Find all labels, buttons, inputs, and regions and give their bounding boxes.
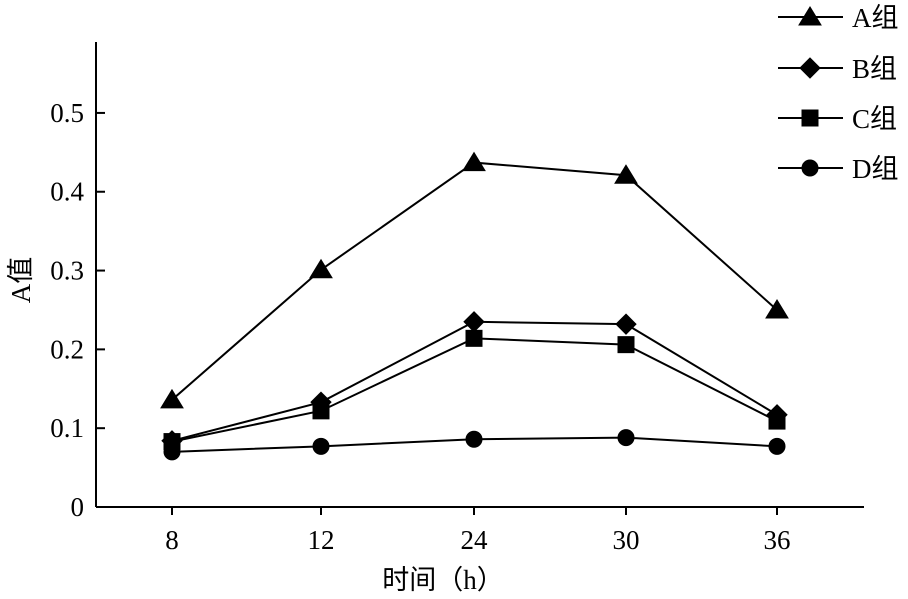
x-tick-label: 24: [461, 525, 489, 555]
data-point: [160, 388, 184, 409]
legend-marker: [798, 6, 822, 26]
data-point: [765, 299, 789, 319]
y-ticks: 0 0.1 0.2 0.3 0.4 0.5: [50, 98, 105, 522]
legend-item: B组: [778, 54, 897, 84]
series-line: [171, 337, 778, 443]
data-point: [768, 437, 786, 455]
data-point: [768, 412, 786, 430]
legend-label: A组: [852, 3, 899, 33]
data-point: [465, 430, 483, 448]
legend-label: B组: [852, 54, 897, 84]
data-point: [617, 336, 635, 354]
y-tick-label: 0.5: [50, 98, 84, 128]
legend-label: D组: [852, 154, 899, 184]
data-point: [614, 164, 638, 184]
axes: [95, 42, 864, 508]
series-triangle: [160, 151, 789, 409]
legend-marker: [801, 159, 819, 177]
x-tick-label: 8: [165, 525, 179, 555]
legend-item: C组: [778, 104, 897, 134]
legend-marker: [801, 109, 819, 127]
data-point: [465, 329, 483, 347]
legend-label: C组: [852, 104, 897, 134]
y-tick-label: 0.4: [50, 177, 84, 207]
x-axis-label: 时间（h）: [382, 565, 504, 595]
data-point: [462, 151, 486, 172]
legend-marker: [799, 57, 821, 79]
data-point: [309, 258, 333, 279]
x-tick-label: 12: [308, 525, 335, 555]
data-point: [312, 402, 330, 420]
x-tick-label: 30: [613, 525, 640, 555]
y-tick-label: 0.2: [50, 334, 84, 364]
data-point: [463, 311, 485, 333]
y-tick-label: 0: [71, 492, 85, 522]
y-tick-label: 0.1: [50, 413, 84, 443]
series-line: [171, 161, 778, 401]
x-ticks: 8 12 24 30 36: [165, 507, 791, 555]
x-tick-label: 36: [764, 525, 791, 555]
series-circle: [163, 429, 786, 461]
legend: A组 B组 C组 D组: [778, 3, 899, 184]
y-axis-label: A值: [6, 257, 36, 304]
data-point: [163, 443, 181, 461]
data-point: [617, 429, 635, 447]
y-tick-label: 0.3: [50, 256, 84, 286]
data-point: [615, 313, 637, 335]
legend-item: A组: [778, 3, 899, 33]
series-layer: [160, 151, 789, 461]
data-point: [312, 437, 330, 455]
legend-item: D组: [778, 154, 899, 184]
